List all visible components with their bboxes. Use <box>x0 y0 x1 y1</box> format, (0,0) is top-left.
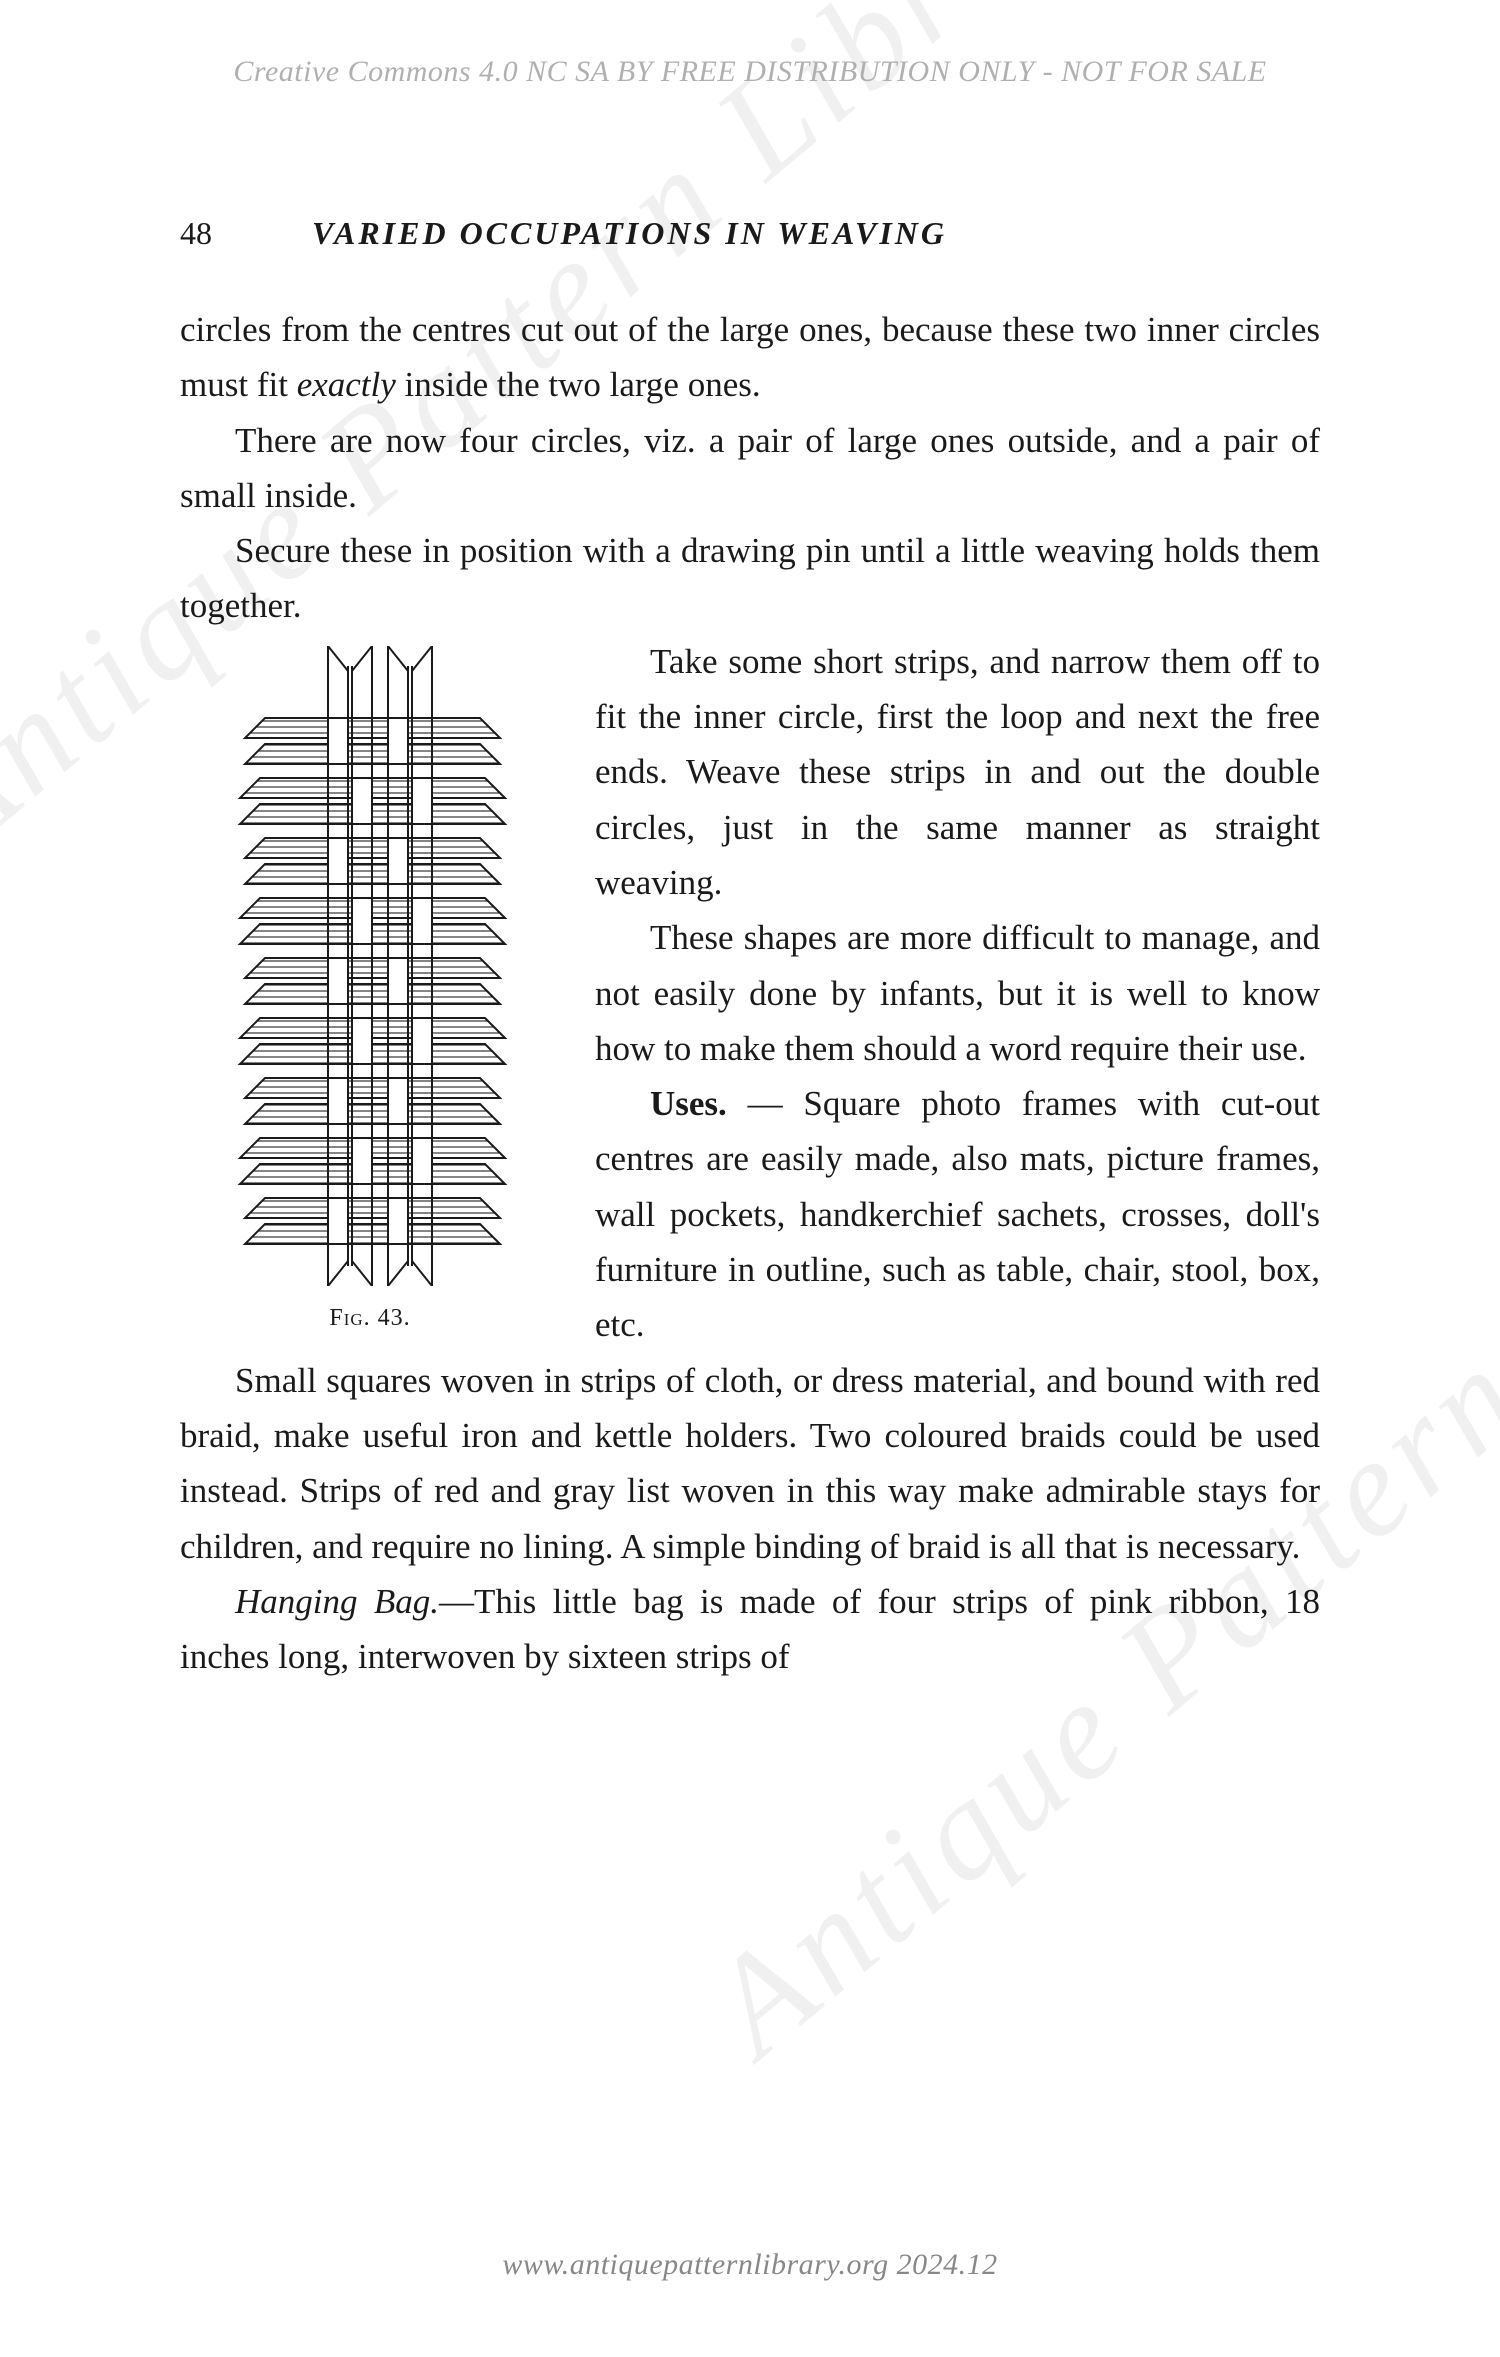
emphasis-italic: Hanging Bag. <box>235 1582 439 1621</box>
page-header: 48 VARIED OCCUPATIONS IN WEAVING <box>180 215 1320 252</box>
text-run: Square photo frames with cut-out centres… <box>595 1084 1320 1344</box>
paragraph: Secure these in position with a drawing … <box>180 523 1320 634</box>
page-content: 48 VARIED OCCUPATIONS IN WEAVING circles… <box>180 215 1320 1684</box>
figure-caption: Fig. 43. <box>180 1300 560 1338</box>
text-run: — <box>727 1084 804 1123</box>
figure-block: Fig. 43. <box>180 646 560 1338</box>
paragraph: Small squares woven in strips of cloth, … <box>180 1353 1320 1574</box>
running-title: VARIED OCCUPATIONS IN WEAVING <box>312 215 947 252</box>
weaving-figure-icon <box>220 646 520 1286</box>
watermark-footer: www.antiquepatternlibrary.org 2024.12 <box>0 2248 1500 2282</box>
body-text: circles from the centres cut out of the … <box>180 302 1320 1684</box>
paragraph: Hanging Bag.—This little bag is made of … <box>180 1574 1320 1685</box>
watermark-header: Creative Commons 4.0 NC SA BY FREE DISTR… <box>0 55 1500 89</box>
paragraph: circles from the centres cut out of the … <box>180 302 1320 413</box>
text-run: inside the two large ones. <box>396 365 761 404</box>
emphasis-italic: exactly <box>297 365 396 404</box>
page-number: 48 <box>180 215 212 252</box>
paragraph: There are now four circles, viz. a pair … <box>180 413 1320 524</box>
section-label: Uses. <box>650 1084 727 1123</box>
